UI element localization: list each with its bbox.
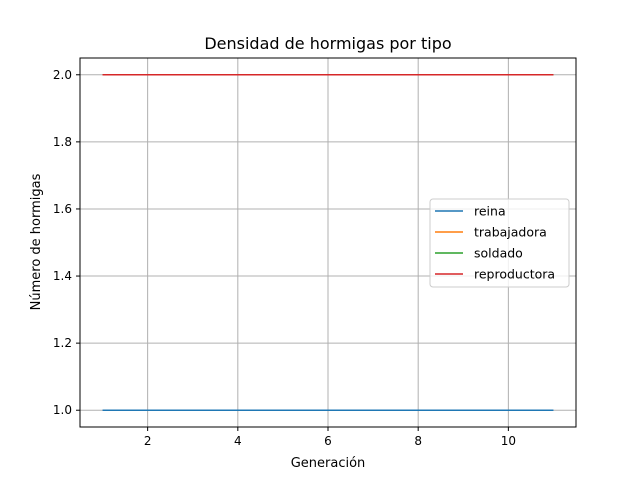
y-tick-label: 1.0 bbox=[53, 403, 72, 417]
x-tick-label: 2 bbox=[144, 434, 152, 448]
legend-label-reina: reina bbox=[474, 204, 506, 219]
x-tick-label: 4 bbox=[234, 434, 242, 448]
y-tick-label: 1.8 bbox=[53, 135, 72, 149]
x-tick-label: 6 bbox=[324, 434, 332, 448]
legend-label-soldado: soldado bbox=[474, 246, 523, 261]
y-tick-label: 1.4 bbox=[53, 269, 72, 283]
x-axis-label: Generación bbox=[291, 456, 366, 471]
y-axis-label: Número de hormigas bbox=[29, 173, 44, 310]
x-tick-label: 8 bbox=[414, 434, 422, 448]
y-axis: 1.0 1.2 1.4 1.6 1.8 2.0 bbox=[53, 68, 80, 417]
x-tick-label: 10 bbox=[501, 434, 516, 448]
legend-label-reproductora: reproductora bbox=[474, 267, 555, 282]
y-tick-label: 1.6 bbox=[53, 202, 72, 216]
legend: reina trabajadora soldado reproductora bbox=[429, 198, 570, 288]
y-tick-label: 1.2 bbox=[53, 336, 72, 350]
legend-box bbox=[429, 198, 570, 288]
legend-label-trabajadora: trabajadora bbox=[474, 225, 547, 240]
x-axis: 2 4 6 8 10 bbox=[144, 427, 516, 448]
y-tick-label: 2.0 bbox=[53, 68, 72, 82]
chart-title: Densidad de hormigas por tipo bbox=[204, 34, 451, 53]
series-layer bbox=[102, 74, 554, 411]
